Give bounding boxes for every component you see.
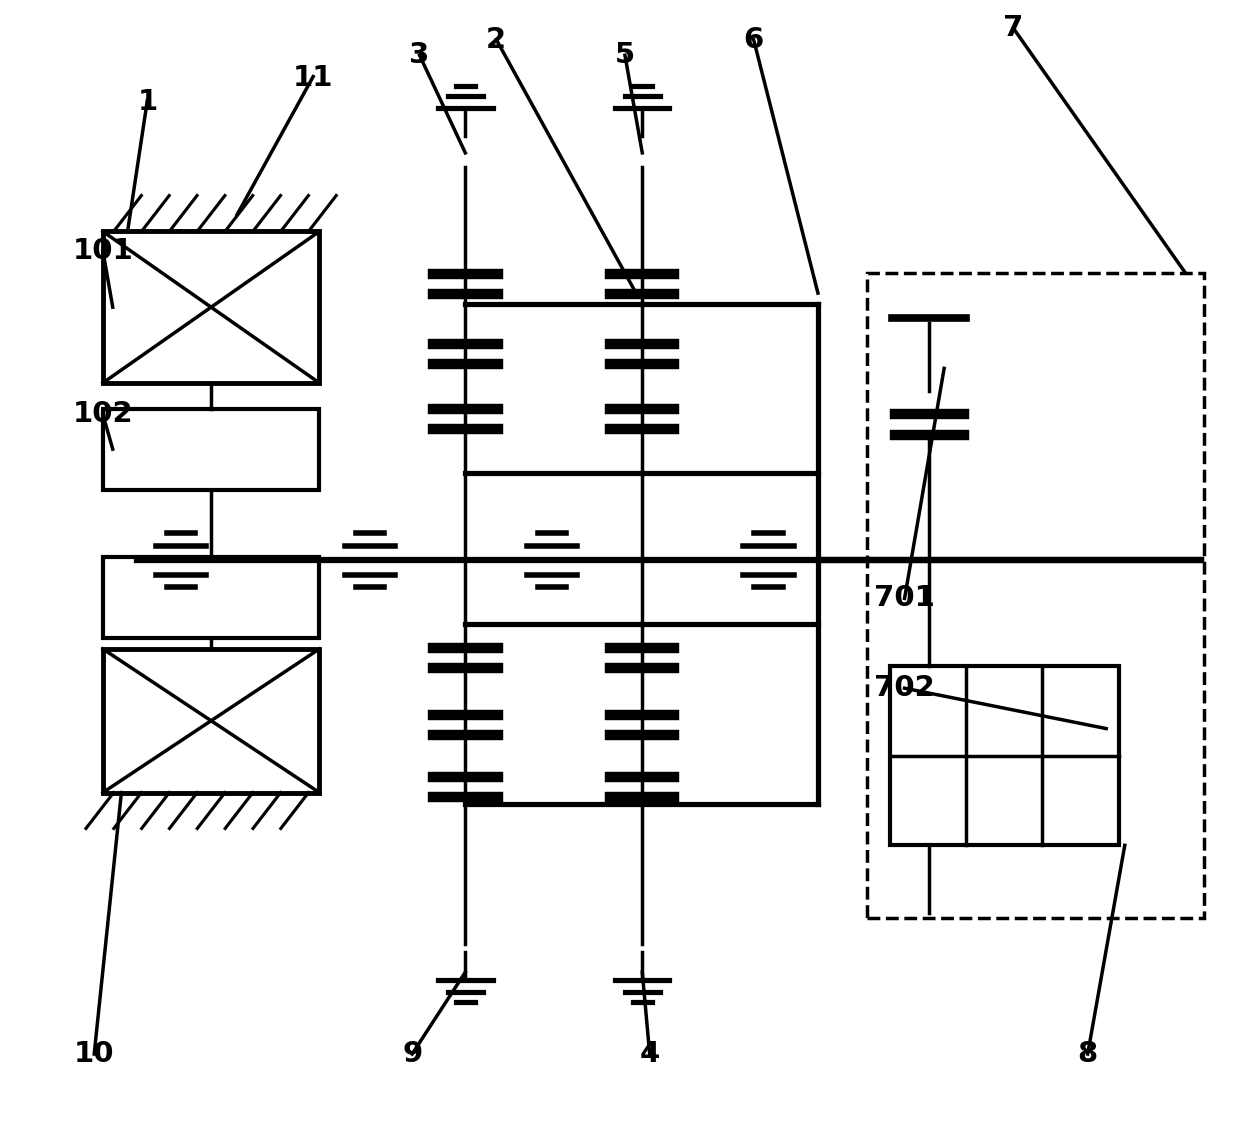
Text: 2: 2: [486, 26, 506, 54]
Text: 4: 4: [640, 1040, 660, 1068]
Text: 1: 1: [138, 89, 157, 116]
Text: 6: 6: [744, 26, 764, 54]
Text: 3: 3: [409, 42, 430, 70]
Bar: [103, 408, 320, 489]
Text: 5: 5: [615, 42, 635, 70]
Bar: [103, 649, 320, 792]
Bar: [103, 557, 320, 638]
Text: 9: 9: [402, 1040, 423, 1068]
Bar: [103, 232, 320, 382]
Bar: [890, 666, 1118, 845]
Text: 8: 8: [1078, 1040, 1097, 1068]
Text: 102: 102: [72, 400, 133, 429]
Text: 702: 702: [874, 674, 935, 702]
Text: 10: 10: [74, 1040, 114, 1068]
Bar: [868, 273, 1204, 918]
Text: 11: 11: [293, 64, 334, 92]
Text: 7: 7: [1003, 15, 1024, 43]
Text: 101: 101: [72, 236, 133, 264]
Text: 701: 701: [874, 584, 935, 612]
